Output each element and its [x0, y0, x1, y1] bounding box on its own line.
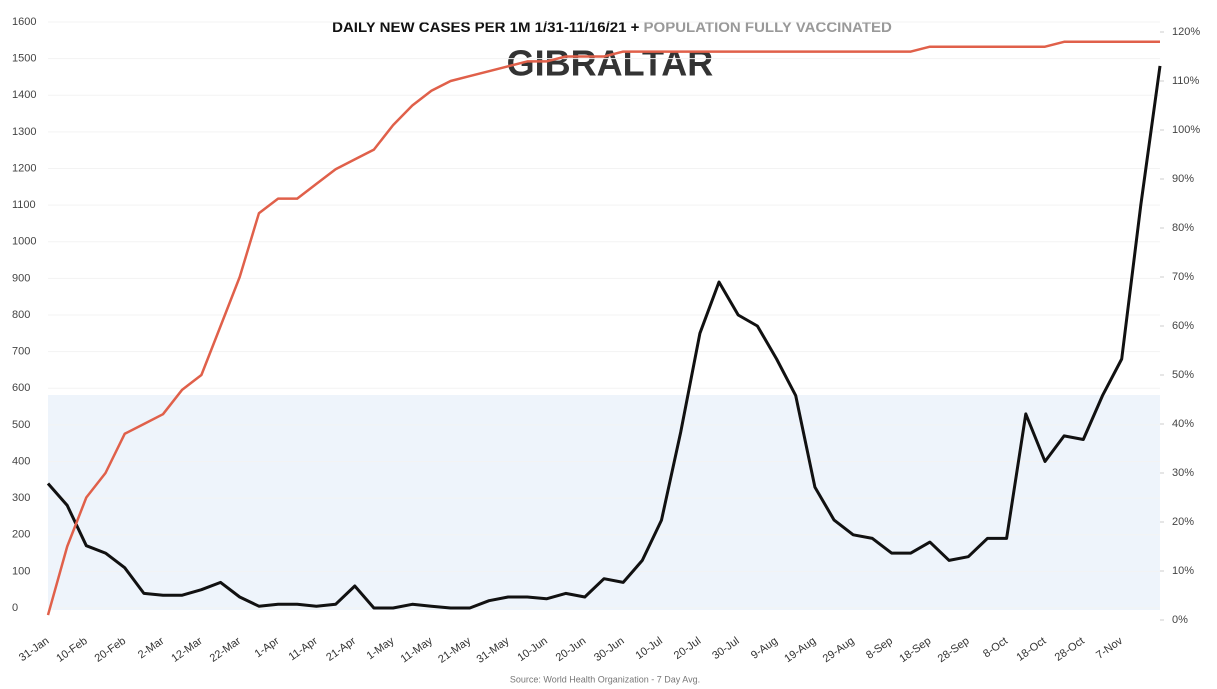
- y2-tick-label: 100%: [1172, 124, 1200, 136]
- x-tick-label: 1-May: [365, 635, 397, 663]
- y-tick-label: 1200: [12, 162, 36, 174]
- x-tick-label: 7-Nov: [1094, 635, 1125, 662]
- y2-tick-label: 30%: [1172, 467, 1194, 479]
- y2-tick-label: 20%: [1172, 516, 1194, 528]
- y-tick-label: 1600: [12, 16, 36, 28]
- y-tick-label: 500: [12, 419, 30, 431]
- y-tick-label: 1500: [12, 53, 36, 65]
- y-tick-label: 1300: [12, 126, 36, 138]
- y-tick-label: 700: [12, 346, 30, 358]
- x-tick-label: 31-May: [475, 635, 512, 666]
- x-tick-label: 29-Aug: [821, 635, 857, 665]
- y2-tick-label: 50%: [1172, 369, 1194, 381]
- source-note: Source: World Health Organization - 7 Da…: [510, 674, 700, 684]
- y-tick-label: 600: [12, 382, 30, 394]
- x-tick-label: 18-Oct: [1014, 635, 1048, 664]
- y2-tick-label: 10%: [1172, 565, 1194, 577]
- x-tick-label: 20-Feb: [93, 635, 128, 665]
- x-tick-label: 28-Oct: [1053, 635, 1087, 664]
- x-tick-label: 11-May: [399, 635, 436, 666]
- x-tick-label: 20-Jun: [554, 635, 588, 664]
- y2-tick-label: 90%: [1172, 173, 1194, 185]
- y2-tick-label: 70%: [1172, 271, 1194, 283]
- y2-tick-label: 60%: [1172, 320, 1194, 332]
- x-tick-label: 31-Jan: [17, 635, 51, 664]
- x-tick-label: 18-Sep: [897, 635, 933, 665]
- y-tick-label: 200: [12, 529, 30, 541]
- series-line: [46, 40, 1160, 616]
- x-tick-label: 8-Oct: [981, 635, 1010, 660]
- chart-title: DAILY NEW CASES PER 1M 1/31-11/16/21 + P…: [332, 19, 892, 36]
- x-tick-label: 10-Feb: [54, 635, 89, 665]
- y2-tick-label: 120%: [1172, 26, 1200, 38]
- y2-tick-label: 40%: [1172, 418, 1194, 430]
- x-tick-label: 12-Mar: [169, 635, 205, 665]
- x-tick-label: 19-Aug: [782, 635, 818, 665]
- background-band: [48, 395, 1160, 610]
- y-tick-label: 0: [12, 602, 18, 614]
- series-line: [46, 65, 1162, 610]
- x-tick-label: 22-Mar: [208, 635, 244, 665]
- x-tick-label: 20-Jul: [672, 635, 703, 662]
- y-tick-label: 400: [12, 455, 30, 467]
- y-tick-label: 800: [12, 309, 30, 321]
- y-tick-label: 900: [12, 272, 30, 284]
- chart-subtitle: GIBRALTAR: [507, 43, 714, 84]
- x-tick-label: 30-Jun: [592, 635, 626, 664]
- x-tick-label: 30-Jul: [710, 635, 741, 662]
- x-tick-label: 28-Sep: [936, 635, 972, 665]
- y-tick-label: 300: [12, 492, 30, 504]
- y2-tick-label: 110%: [1172, 75, 1200, 87]
- x-tick-label: 8-Sep: [864, 635, 895, 662]
- x-tick-label: 10-Jul: [633, 635, 664, 662]
- x-tick-label: 9-Aug: [749, 635, 780, 662]
- title-part: POPULATION FULLY VACCINATED: [644, 19, 893, 36]
- x-tick-label: 1-Apr: [253, 635, 282, 660]
- y-tick-label: 100: [12, 565, 30, 577]
- x-tick-label: 10-Jun: [515, 635, 549, 664]
- y-tick-label: 1400: [12, 89, 36, 101]
- x-tick-label: 21-Apr: [324, 635, 358, 664]
- x-tick-label: 2-Mar: [136, 635, 167, 661]
- y-tick-label: 1100: [12, 199, 36, 211]
- x-tick-label: 21-May: [436, 635, 473, 666]
- title-part: DAILY NEW CASES PER 1M 1/31-11/16/21 +: [332, 19, 639, 36]
- y2-tick-label: 80%: [1172, 222, 1194, 234]
- x-tick-label: 11-Apr: [287, 635, 321, 663]
- y2-tick-label: 0%: [1172, 614, 1188, 626]
- y-tick-label: 1000: [12, 236, 36, 248]
